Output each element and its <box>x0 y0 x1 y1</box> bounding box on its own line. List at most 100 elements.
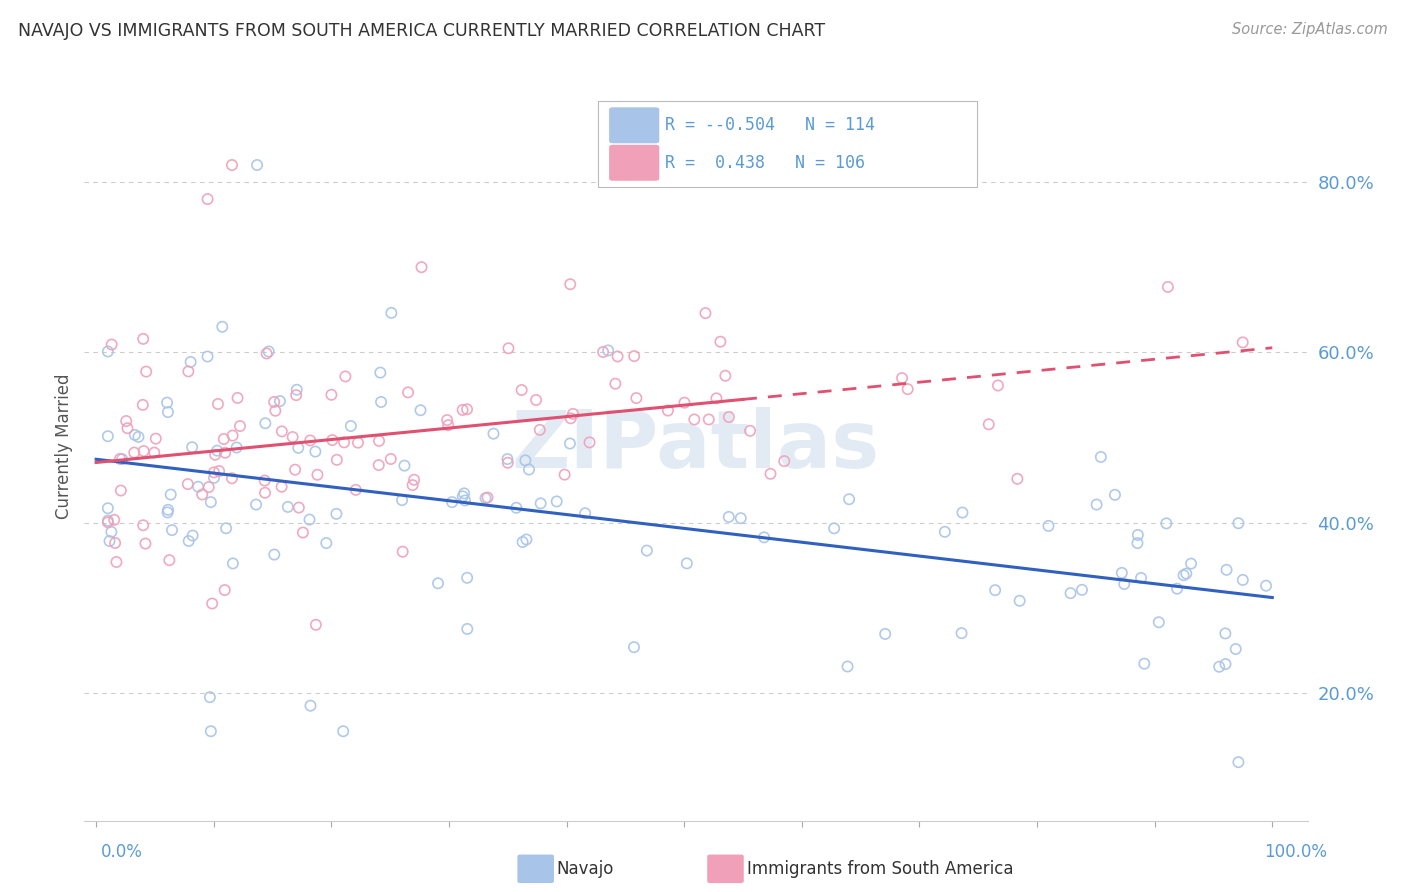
Point <box>132 332 155 346</box>
Point <box>709 334 731 349</box>
Point <box>277 500 299 514</box>
Point <box>200 724 222 739</box>
Point <box>321 433 343 447</box>
Point <box>505 500 527 515</box>
Point <box>636 543 658 558</box>
Point <box>560 277 582 292</box>
Point <box>253 474 276 488</box>
Point <box>111 452 134 467</box>
Point <box>108 451 131 466</box>
Point <box>676 557 699 571</box>
Point <box>222 557 245 571</box>
Point <box>717 510 740 524</box>
Point <box>1007 472 1029 486</box>
Point <box>380 452 402 467</box>
Point <box>1114 577 1136 591</box>
Point <box>229 419 252 434</box>
Text: Navajo: Navajo <box>557 860 614 878</box>
Point <box>115 414 138 428</box>
Point <box>759 467 782 481</box>
Point <box>159 487 181 501</box>
Point <box>456 622 478 636</box>
Point <box>198 690 221 705</box>
Point <box>305 617 328 632</box>
Point <box>695 306 717 320</box>
Point <box>214 446 236 460</box>
Point <box>304 444 326 458</box>
Text: 100.0%: 100.0% <box>1264 843 1327 861</box>
Point <box>1126 528 1149 542</box>
Point <box>197 480 219 494</box>
Point <box>1156 516 1178 531</box>
Point <box>287 441 309 455</box>
Point <box>437 418 460 433</box>
Text: ZIPatlas: ZIPatlas <box>512 407 880 485</box>
Point <box>530 496 553 510</box>
Text: NAVAJO VS IMMIGRANTS FROM SOUTH AMERICA CURRENTLY MARRIED CORRELATION CHART: NAVAJO VS IMMIGRANTS FROM SOUTH AMERICA … <box>18 22 825 40</box>
Point <box>578 435 600 450</box>
Point <box>200 495 222 509</box>
Point <box>202 471 225 485</box>
Point <box>673 395 696 409</box>
Point <box>207 397 229 411</box>
Point <box>1232 573 1254 587</box>
Point <box>987 378 1010 392</box>
Point <box>441 495 464 509</box>
Point <box>157 503 180 517</box>
Point <box>225 441 247 455</box>
Point <box>496 456 519 470</box>
Point <box>391 544 413 558</box>
Point <box>657 403 679 417</box>
Point <box>592 345 614 359</box>
Point <box>474 491 496 505</box>
Text: Source: ZipAtlas.com: Source: ZipAtlas.com <box>1232 22 1388 37</box>
Point <box>344 483 367 497</box>
Point <box>270 425 292 439</box>
Point <box>325 507 347 521</box>
Point <box>510 383 533 397</box>
Point <box>875 627 897 641</box>
Point <box>1173 568 1195 582</box>
Point <box>984 583 1007 598</box>
Point <box>574 506 596 520</box>
Point <box>496 452 519 467</box>
Point <box>482 426 505 441</box>
Point <box>1215 657 1237 671</box>
Point <box>105 555 128 569</box>
Point <box>1071 582 1094 597</box>
Point <box>837 659 859 673</box>
Point <box>1008 594 1031 608</box>
Point <box>1225 642 1247 657</box>
Point <box>263 548 285 562</box>
Point <box>97 516 120 530</box>
Point <box>285 388 308 402</box>
Point <box>517 462 540 476</box>
Point <box>823 521 845 535</box>
Point <box>598 343 620 358</box>
FancyBboxPatch shape <box>609 107 659 144</box>
Point <box>156 395 179 409</box>
Point <box>332 724 354 739</box>
Point <box>256 346 278 360</box>
Text: 0.0%: 0.0% <box>101 843 143 861</box>
Point <box>299 698 322 713</box>
Point <box>1166 582 1188 596</box>
Point <box>730 511 752 525</box>
Bar <box>598 102 977 187</box>
Point <box>253 485 276 500</box>
Point <box>221 158 243 172</box>
Point <box>697 412 720 426</box>
Point <box>1215 563 1237 577</box>
Point <box>145 432 167 446</box>
Point <box>132 444 155 458</box>
Point <box>315 536 337 550</box>
Point <box>226 391 249 405</box>
Point <box>558 436 581 450</box>
Point <box>1215 626 1237 640</box>
Point <box>298 513 321 527</box>
Point <box>97 344 120 359</box>
Point <box>1227 755 1250 769</box>
Point <box>626 391 648 405</box>
Point <box>103 513 125 527</box>
Point <box>1130 571 1153 585</box>
